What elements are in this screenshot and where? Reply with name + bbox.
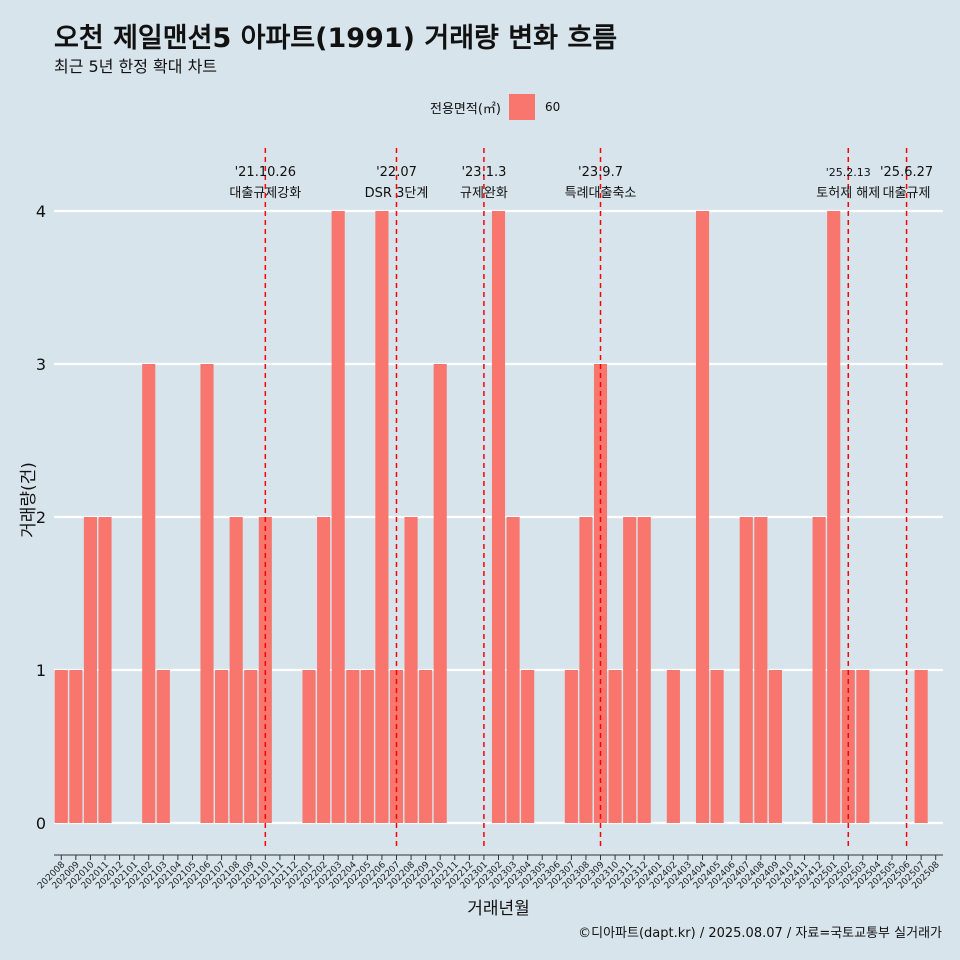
y-tick-label: 1 bbox=[36, 661, 46, 680]
bar bbox=[317, 517, 331, 823]
event-date-label: '23.9.7 bbox=[578, 165, 623, 180]
bar bbox=[608, 670, 622, 823]
event-date-label: '25.2.13 bbox=[826, 166, 871, 179]
bar bbox=[812, 517, 826, 823]
y-tick-label: 4 bbox=[36, 202, 46, 221]
bar bbox=[491, 211, 506, 823]
event-label: 특례대출축소 bbox=[565, 186, 637, 201]
bar bbox=[375, 211, 389, 823]
y-axis-title: 거래량(건) bbox=[19, 462, 39, 538]
bar bbox=[69, 670, 83, 823]
bar bbox=[433, 364, 447, 823]
legend: 전용면적(㎡) 60 bbox=[430, 94, 560, 120]
bar bbox=[54, 670, 68, 823]
bar bbox=[623, 517, 637, 823]
legend-item-label: 60 bbox=[544, 100, 561, 114]
x-axis-title: 거래년월 bbox=[467, 899, 530, 919]
event-label: 규제완화 bbox=[460, 186, 508, 201]
bar bbox=[914, 670, 928, 823]
bar bbox=[521, 670, 535, 823]
event-label: 대출규제강화 bbox=[229, 186, 301, 201]
legend-key-swatch bbox=[508, 94, 535, 120]
bar bbox=[200, 364, 214, 823]
bar bbox=[856, 670, 870, 823]
event-label: 토허제 해제 bbox=[816, 186, 880, 201]
bar bbox=[739, 517, 753, 823]
bar bbox=[754, 517, 768, 823]
bar bbox=[564, 670, 578, 823]
bar bbox=[419, 670, 433, 823]
event-label: DSR 3단계 bbox=[365, 186, 429, 201]
legend-title: 전용면적(㎡) bbox=[430, 101, 501, 117]
bar bbox=[142, 364, 156, 823]
bar bbox=[710, 670, 724, 823]
bar bbox=[360, 670, 374, 823]
bar bbox=[215, 670, 229, 823]
bar bbox=[666, 670, 680, 823]
chart-subtitle: 최근 5년 한정 확대 차트 bbox=[54, 57, 218, 76]
event-date-label: '25.6.27 bbox=[880, 165, 933, 180]
event-date-label: '21.10.26 bbox=[235, 165, 296, 180]
bar bbox=[98, 517, 112, 823]
bar bbox=[695, 211, 710, 823]
bar bbox=[229, 517, 243, 823]
bar bbox=[637, 517, 651, 823]
y-tick-label: 0 bbox=[36, 814, 46, 833]
event-label: 대출규제 bbox=[883, 186, 931, 201]
bar bbox=[404, 517, 418, 823]
y-tick-label: 3 bbox=[36, 355, 46, 374]
bar bbox=[506, 517, 520, 823]
bar bbox=[156, 670, 170, 823]
y-tick-label: 2 bbox=[36, 508, 46, 527]
event-date-label: '23.1.3 bbox=[461, 165, 506, 180]
bar bbox=[83, 517, 97, 823]
source-caption: ©디아파트(dapt.kr) / 2025.08.07 / 자료=국토교통부 실… bbox=[578, 926, 942, 941]
bar bbox=[244, 670, 258, 823]
bar bbox=[331, 211, 345, 823]
bar bbox=[302, 670, 316, 823]
bar bbox=[346, 670, 360, 823]
bar bbox=[768, 670, 782, 823]
bar bbox=[579, 517, 593, 823]
bar bbox=[827, 211, 841, 823]
chart-title: 오천 제일맨션5 아파트(1991) 거래량 변화 흐름 bbox=[54, 23, 618, 54]
event-date-label: '22.07 bbox=[376, 165, 417, 180]
